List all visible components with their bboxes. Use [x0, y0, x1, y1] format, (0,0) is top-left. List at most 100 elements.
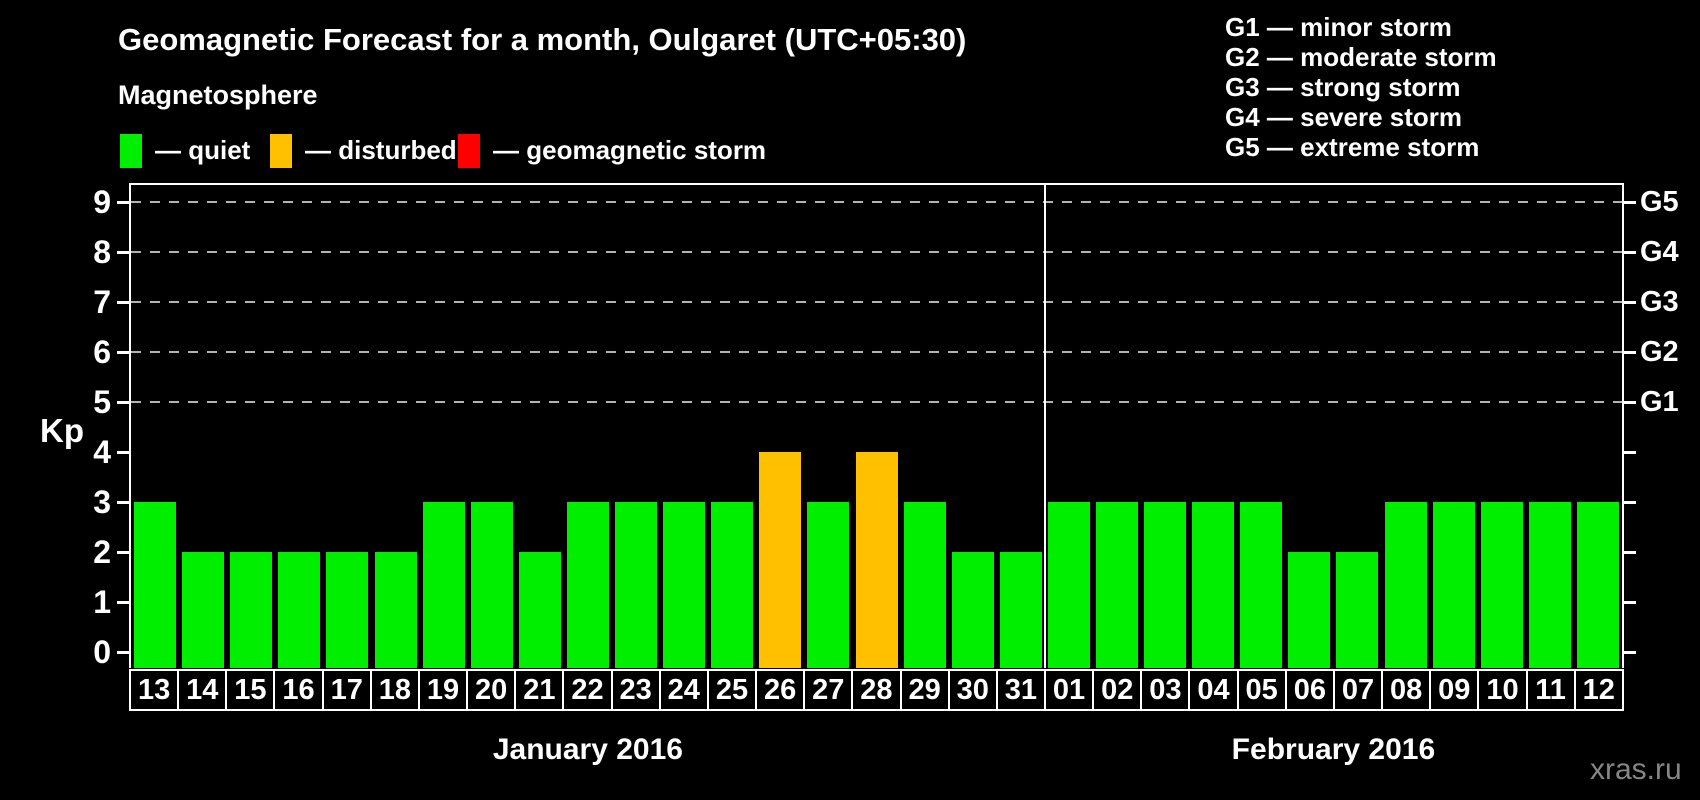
kp-tick-label-3: 3	[93, 484, 111, 520]
bar-january-30	[951, 552, 994, 668]
right-axis-label-g2: G2	[1640, 336, 1679, 368]
right-tick-kp5	[1624, 401, 1636, 404]
gridline-kp9	[131, 201, 1622, 203]
left-tick-kp2	[117, 551, 129, 554]
bar-january-29	[903, 502, 946, 668]
bar-february-08	[1384, 502, 1427, 668]
bar-february-02	[1095, 502, 1138, 668]
legend-item-quiet: — quiet	[120, 133, 250, 168]
kp-tick-label-1: 1	[93, 584, 111, 620]
watermark: xras.ru	[1590, 753, 1682, 786]
left-tick-kp0	[117, 651, 129, 654]
right-tick-kp0	[1624, 651, 1636, 654]
right-tick-kp7	[1624, 301, 1636, 304]
day-label-february-04: 04	[1188, 669, 1239, 711]
bar-january-24	[663, 502, 706, 668]
day-label-january-25: 25	[706, 669, 758, 711]
month-label-february: February 2016	[1231, 733, 1436, 766]
day-label-january-24: 24	[658, 669, 709, 711]
bar-february-03	[1144, 502, 1187, 668]
day-label-january-30: 30	[947, 669, 998, 711]
magnetosphere-label: Magnetosphere	[118, 80, 318, 110]
legend-item-storm: — geomagnetic storm	[458, 133, 766, 168]
gridline-kp7	[131, 301, 1622, 303]
right-tick-kp2	[1624, 551, 1636, 554]
day-label-january-31: 31	[995, 669, 1046, 711]
day-label-february-11: 11	[1525, 669, 1576, 711]
g4-legend-line: G4 — severe storm	[1225, 102, 1463, 132]
kp-axis-title: Kp	[40, 412, 84, 449]
kp-tick-label-9: 9	[93, 184, 111, 220]
kp-tick-label-6: 6	[93, 334, 111, 370]
day-label-february-08: 08	[1381, 669, 1432, 711]
bar-january-28	[855, 452, 898, 668]
day-label-february-12: 12	[1573, 669, 1624, 711]
g1-legend-line: G1 — minor storm	[1225, 12, 1452, 42]
g3-legend-line: G3 — strong storm	[1225, 72, 1461, 102]
left-tick-kp1	[117, 601, 129, 604]
legend-label-disturbed: — disturbed	[305, 135, 457, 165]
right-axis-label-g1: G1	[1640, 386, 1679, 418]
bar-february-12	[1576, 502, 1619, 668]
right-tick-kp4	[1624, 451, 1636, 454]
day-label-february-09: 09	[1429, 669, 1480, 711]
bar-january-25	[711, 502, 754, 668]
day-label-january-14: 14	[177, 669, 228, 711]
bar-january-17	[326, 552, 369, 668]
gridline-kp8	[131, 251, 1622, 253]
day-label-february-07: 07	[1332, 669, 1384, 711]
day-label-january-21: 21	[514, 669, 565, 711]
day-label-february-02: 02	[1092, 669, 1143, 711]
left-tick-kp5	[117, 401, 129, 404]
day-label-january-22: 22	[562, 669, 613, 711]
kp-tick-label-0: 0	[93, 634, 111, 670]
bar-february-06	[1288, 552, 1331, 668]
bar-january-14	[182, 552, 225, 668]
day-label-january-13: 13	[129, 669, 180, 711]
day-label-january-26: 26	[755, 669, 806, 711]
bar-february-09	[1432, 502, 1475, 668]
left-tick-kp9	[117, 201, 129, 204]
bar-february-04	[1192, 502, 1235, 668]
right-tick-kp8	[1624, 251, 1636, 254]
right-tick-kp6	[1624, 351, 1636, 354]
bar-january-27	[807, 502, 850, 668]
bar-february-11	[1528, 502, 1571, 668]
day-axis: 13 14 15 16 17 18 19 20 21 22 23 24 25 26 27 28 29 30 31 01…	[129, 669, 1624, 711]
bar-january-20	[470, 502, 513, 668]
bar-february-05	[1240, 502, 1283, 668]
day-label-january-29: 29	[899, 669, 950, 711]
day-label-february-06: 06	[1284, 669, 1335, 711]
bar-january-15	[230, 552, 273, 668]
day-label-february-03: 03	[1140, 669, 1191, 711]
quiet-color-swatch	[120, 133, 142, 168]
left-tick-kp6	[117, 351, 129, 354]
day-label-january-18: 18	[369, 669, 420, 711]
day-label-january-19: 19	[417, 669, 469, 711]
day-label-january-17: 17	[321, 669, 372, 711]
storm-color-swatch	[458, 133, 480, 168]
kp-tick-label-8: 8	[93, 234, 111, 270]
legend-label-storm: — geomagnetic storm	[493, 135, 767, 165]
disturbed-color-swatch	[270, 133, 292, 168]
day-label-january-23: 23	[610, 669, 661, 711]
bar-january-31	[999, 552, 1042, 668]
right-axis-label-g4: G4	[1640, 236, 1679, 268]
bar-january-16	[278, 552, 321, 668]
bar-february-07	[1336, 552, 1379, 668]
bar-january-23	[615, 502, 658, 668]
right-tick-kp3	[1624, 501, 1636, 504]
bar-january-21	[518, 552, 561, 668]
kp-tick-label-5: 5	[93, 384, 111, 420]
month-divider	[1043, 185, 1046, 668]
legend-item-disturbed: — disturbed	[270, 133, 457, 168]
gridline-kp6	[131, 351, 1622, 353]
day-label-january-16: 16	[273, 669, 324, 711]
day-label-february-10: 10	[1477, 669, 1528, 711]
g5-legend-line: G5 — extreme storm	[1225, 132, 1480, 162]
left-tick-kp7	[117, 301, 129, 304]
kp-tick-label-4: 4	[93, 434, 111, 470]
plot-area: G1 G2 G3 G4 G5 0 1 2 3 4 5 6 7 8 9	[93, 183, 1679, 670]
right-axis-label-g5: G5	[1640, 186, 1679, 218]
